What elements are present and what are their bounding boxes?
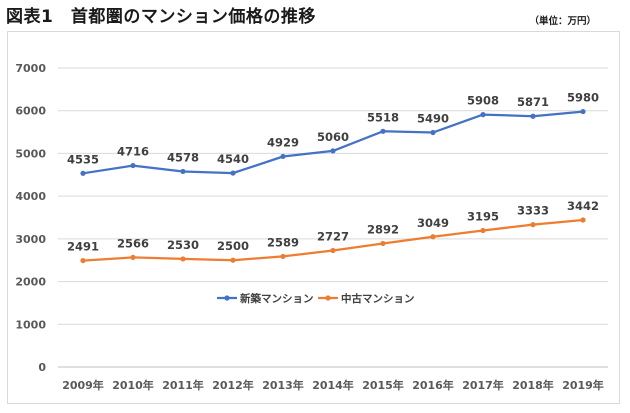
y-tick-label: 7000 <box>15 62 46 75</box>
y-tick-label: 4000 <box>15 190 46 203</box>
data-label: 5871 <box>517 95 549 109</box>
y-tick-label: 0 <box>38 361 46 374</box>
data-label: 2589 <box>267 235 299 249</box>
data-label: 5060 <box>317 130 349 144</box>
chart-frame <box>7 31 620 404</box>
data-point <box>180 168 186 175</box>
data-point <box>580 108 586 115</box>
legend-marker <box>325 295 331 301</box>
data-label: 2892 <box>367 222 399 236</box>
data-point <box>80 257 86 264</box>
y-tick-label: 6000 <box>15 105 46 118</box>
data-label: 4578 <box>167 150 199 164</box>
y-axis-ticks: 0 1000 2000 3000 4000 5000 6000 7000 <box>15 62 46 374</box>
legend: 新築マンション 中古マンション <box>217 292 415 305</box>
data-point <box>530 113 536 119</box>
x-tick-label: 2010年 <box>112 378 154 392</box>
data-label: 5490 <box>417 111 449 125</box>
data-point <box>380 240 386 247</box>
data-point <box>330 247 336 254</box>
data-point <box>580 217 586 223</box>
x-tick-label: 2015年 <box>362 378 404 392</box>
data-label: 4716 <box>117 145 149 159</box>
x-tick-label: 2019年 <box>562 378 604 392</box>
data-label: 3442 <box>567 199 599 213</box>
x-tick-label: 2018年 <box>512 378 554 392</box>
data-point <box>430 234 436 240</box>
data-point <box>480 112 486 118</box>
data-label: 2566 <box>117 236 149 250</box>
data-label: 2727 <box>317 230 349 244</box>
x-tick-label: 2009年 <box>62 378 104 392</box>
data-point <box>130 162 136 169</box>
x-tick-label: 2014年 <box>312 378 354 392</box>
data-label: 3195 <box>467 210 499 224</box>
legend-label-1: 中古マンション <box>341 292 415 305</box>
data-label: 4540 <box>217 152 249 166</box>
y-tick-label: 5000 <box>15 147 46 160</box>
unit-label: （単位：万円） <box>529 16 596 27</box>
x-tick-label: 2017年 <box>462 378 504 392</box>
y-tick-label: 2000 <box>15 276 46 289</box>
data-point <box>480 227 486 234</box>
data-point <box>130 254 136 260</box>
x-tick-label: 2013年 <box>262 378 304 392</box>
data-label: 3049 <box>417 216 449 230</box>
x-tick-label: 2016年 <box>412 378 454 392</box>
data-point <box>380 128 386 134</box>
data-label: 2500 <box>217 239 249 253</box>
data-point <box>80 170 86 176</box>
data-label: 5908 <box>467 94 499 108</box>
data-point <box>280 253 286 260</box>
data-label: 2530 <box>167 238 199 252</box>
data-label: 2491 <box>67 240 99 254</box>
data-point <box>180 256 186 262</box>
data-label: 4929 <box>267 135 299 149</box>
series-lines <box>80 108 586 264</box>
data-label: 5518 <box>367 110 399 124</box>
x-axis-ticks: 2009年 2010年 2011年 2012年 2013年 2014年 2015年 2016年… <box>62 378 604 392</box>
legend-marker <box>224 295 230 301</box>
data-point <box>280 153 286 160</box>
x-tick-label: 2012年 <box>212 378 254 392</box>
y-tick-label: 3000 <box>15 233 46 246</box>
x-tick-label: 2011年 <box>162 378 204 392</box>
data-point <box>230 257 236 263</box>
data-label: 3333 <box>517 204 549 218</box>
data-point <box>430 129 436 136</box>
data-labels: 4535 4716 4578 4540 4929 5060 5518 5490 5908 5871… <box>67 91 599 254</box>
data-point <box>330 148 336 154</box>
y-tick-label: 1000 <box>15 318 46 331</box>
gridlines <box>58 67 608 368</box>
data-label: 4535 <box>67 152 99 166</box>
chart-title: 図表1 首都圏のマンション価格の推移 <box>6 7 316 27</box>
data-label: 5980 <box>567 91 599 105</box>
legend-label-0: 新築マンション <box>240 292 314 305</box>
data-point <box>230 170 236 176</box>
data-point <box>530 222 536 228</box>
